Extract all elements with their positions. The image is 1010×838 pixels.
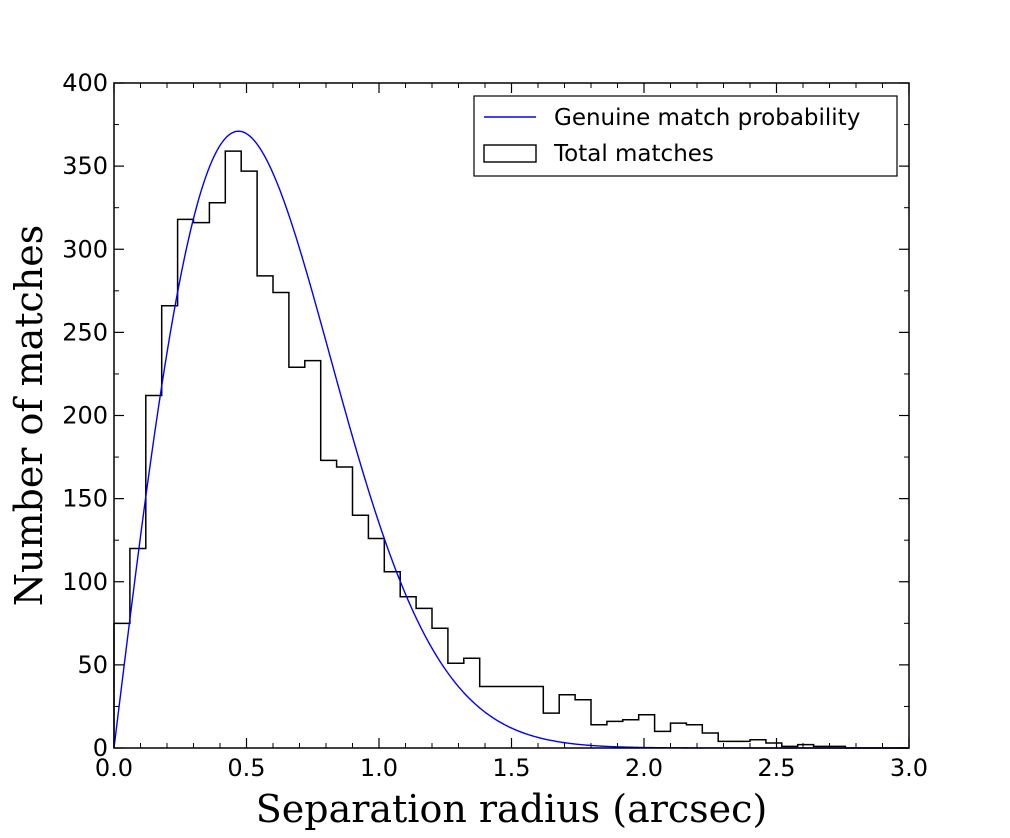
legend-box bbox=[473, 95, 898, 177]
histogram-bin-16 bbox=[368, 539, 384, 748]
axis-ticks bbox=[113, 82, 910, 749]
y-tick-label: 250 bbox=[62, 318, 108, 346]
histogram-bin-31 bbox=[607, 721, 623, 748]
x-tick-labels: 0.0 0.5 1.0 1.5 2.0 2.5 3.0 bbox=[95, 754, 928, 782]
histogram-bin-30 bbox=[591, 725, 607, 748]
legend-entry-genuine: Genuine match probability bbox=[554, 105, 860, 131]
x-axis-label: Separation radius (arcsec) bbox=[256, 787, 768, 831]
y-tick-label: 350 bbox=[62, 152, 108, 180]
histogram-bin-22 bbox=[464, 658, 480, 748]
histogram-bin-1 bbox=[130, 549, 146, 749]
genuine-curve-line bbox=[113, 130, 909, 749]
histogram-bin-36 bbox=[686, 725, 702, 748]
x-tick-label: 3.0 bbox=[890, 754, 928, 782]
x-tick-label: 1.0 bbox=[360, 754, 398, 782]
histogram-bin-25 bbox=[512, 686, 528, 748]
histogram-bin-10 bbox=[273, 292, 289, 748]
histogram-bin-24 bbox=[496, 686, 512, 748]
y-tick-label: 50 bbox=[77, 651, 108, 679]
histogram-bin-9 bbox=[257, 276, 273, 748]
y-tick-label: 0 bbox=[93, 734, 108, 762]
histogram-bin-38 bbox=[718, 741, 734, 748]
histogram-bin-27 bbox=[543, 713, 559, 748]
histogram-bin-17 bbox=[384, 572, 400, 748]
y-tick-label: 150 bbox=[62, 485, 108, 513]
x-tick-label: 1.5 bbox=[492, 754, 530, 782]
histogram-bin-32 bbox=[623, 720, 639, 748]
y-axis-label: Number of matches bbox=[7, 225, 51, 607]
x-tick-label: 0.0 bbox=[95, 754, 133, 782]
histogram-bin-28 bbox=[559, 695, 575, 748]
histogram-bin-18 bbox=[400, 597, 416, 748]
histogram-bin-4 bbox=[178, 219, 194, 748]
histogram-bin-14 bbox=[337, 467, 353, 748]
histogram-bin-8 bbox=[241, 171, 257, 748]
histogram-bin-39 bbox=[734, 741, 750, 748]
histogram-bin-7 bbox=[225, 151, 241, 748]
histogram-bin-12 bbox=[305, 361, 321, 748]
y-tick-label: 200 bbox=[62, 402, 108, 430]
histogram-bin-6 bbox=[209, 203, 225, 748]
histogram-bin-2 bbox=[146, 396, 162, 748]
total-matches-histogram bbox=[113, 150, 909, 749]
x-tick-label: 0.5 bbox=[227, 754, 265, 782]
histogram-bin-40 bbox=[750, 740, 766, 748]
y-tick-labels: 0 50 100 150 200 250 300 350 400 bbox=[62, 69, 108, 762]
x-tick-label: 2.5 bbox=[757, 754, 795, 782]
legend-entry-total: Total matches bbox=[553, 141, 714, 167]
plot-frame bbox=[113, 82, 910, 749]
histogram-bin-13 bbox=[321, 460, 337, 748]
histogram-bin-11 bbox=[289, 367, 305, 748]
y-tick-label: 100 bbox=[62, 568, 108, 596]
histogram-steps bbox=[113, 150, 909, 749]
legend: Genuine match probability Total matches bbox=[473, 95, 898, 177]
histogram-bin-35 bbox=[671, 723, 687, 748]
y-tick-label: 300 bbox=[62, 235, 108, 263]
histogram-bin-33 bbox=[639, 715, 655, 748]
histogram-bin-29 bbox=[575, 700, 591, 748]
genuine-probability-curve bbox=[113, 130, 909, 749]
x-tick-label: 2.0 bbox=[625, 754, 663, 782]
histogram-bin-15 bbox=[353, 515, 369, 748]
histogram-bin-34 bbox=[655, 731, 671, 748]
y-tick-label: 400 bbox=[62, 69, 108, 97]
legend-swatch-total bbox=[483, 144, 537, 163]
histogram-bin-19 bbox=[416, 608, 432, 748]
histogram-bin-20 bbox=[432, 628, 448, 748]
histogram-bin-37 bbox=[702, 733, 718, 748]
histogram-bin-5 bbox=[194, 223, 210, 748]
